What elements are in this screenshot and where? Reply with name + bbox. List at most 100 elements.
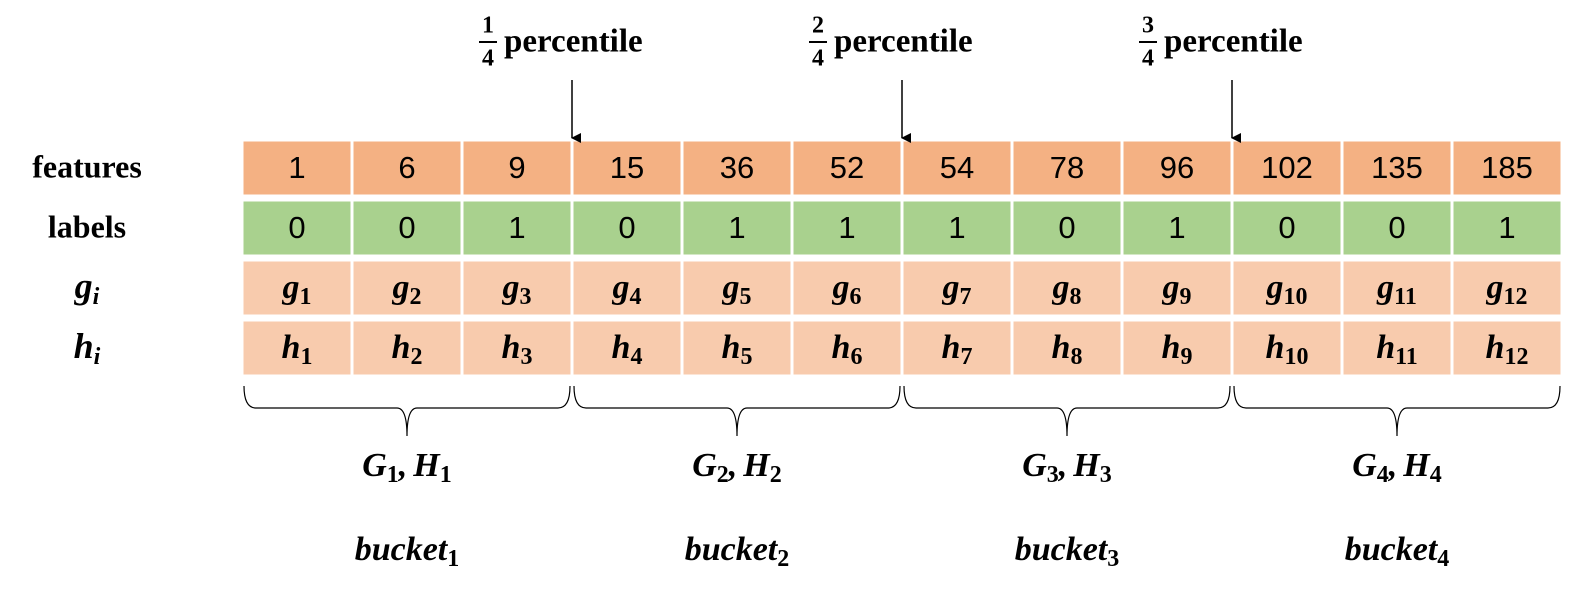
symbol: g [502, 269, 520, 306]
cell [240, 258, 354, 318]
cell [900, 138, 1014, 198]
subscript: 5 [740, 284, 752, 310]
cell-symbol: h9 [1162, 329, 1193, 370]
cell [680, 198, 794, 258]
symbol: h [74, 326, 94, 366]
subscript: 3 [520, 344, 532, 370]
subscript: 7 [960, 344, 972, 370]
cell [240, 138, 354, 198]
cell [1340, 198, 1454, 258]
subscript: 1 [447, 546, 459, 572]
cell [1010, 198, 1124, 258]
cell-value: 0 [618, 210, 635, 245]
subscript: 6 [850, 284, 862, 310]
cell-value: 102 [1261, 150, 1313, 185]
symbol: h [1162, 329, 1181, 366]
cell-symbol: h6 [832, 329, 863, 370]
cell [570, 258, 684, 318]
cell [350, 318, 464, 378]
subscript: 4 [1430, 462, 1442, 488]
cell-value: 185 [1481, 150, 1533, 185]
subscript: 2 [717, 462, 729, 488]
cell-symbol: g1 [282, 269, 312, 310]
cell [350, 198, 464, 258]
bucket: bucket [355, 531, 449, 568]
separator: , [1388, 447, 1398, 484]
gradient: G [1022, 447, 1047, 484]
subscript: 10 [1284, 344, 1308, 370]
cell-symbol: h12 [1486, 329, 1529, 370]
cell-value: 36 [720, 150, 754, 185]
cell [1230, 198, 1344, 258]
cell [680, 258, 794, 318]
group-sum: G4, H4 [1352, 447, 1442, 488]
cell-value: 1 [288, 150, 305, 185]
brace [573, 385, 901, 437]
cell-value: 52 [830, 150, 864, 185]
cell [900, 258, 1014, 318]
fraction-numerator: 2 [812, 13, 824, 39]
separator: , [1058, 447, 1068, 484]
cell-symbol: g4 [612, 269, 642, 310]
subscript: 3 [1100, 462, 1112, 488]
subscript: i [93, 284, 100, 310]
cell [1450, 198, 1564, 258]
cell-value: 135 [1371, 150, 1423, 185]
cell [790, 318, 904, 378]
cell-value: 96 [1160, 150, 1194, 185]
cell-value: 0 [1388, 210, 1405, 245]
subscript: 9 [1180, 284, 1192, 310]
subscript: 4 [1437, 546, 1449, 572]
cell-value: 1 [838, 210, 855, 245]
bucket-label: bucket3 [1015, 531, 1120, 572]
subscript: 1 [300, 284, 312, 310]
cell [240, 198, 354, 258]
cell-value: 1 [1498, 210, 1515, 245]
cell-value: 15 [610, 150, 644, 185]
subscript: 6 [850, 344, 862, 370]
subscript: 8 [1070, 344, 1082, 370]
cell [680, 318, 794, 378]
symbol: g [1376, 269, 1394, 306]
symbol: h [1266, 329, 1285, 366]
symbol: h [722, 329, 741, 366]
cell-value: 1 [948, 210, 965, 245]
fraction-denominator: 4 [812, 46, 824, 72]
cell-value: 0 [1058, 210, 1075, 245]
cell-symbol: h11 [1376, 329, 1418, 370]
cell [1340, 318, 1454, 378]
cell [1450, 258, 1564, 318]
cell-symbol: h8 [1052, 329, 1083, 370]
gradient: G [1352, 447, 1377, 484]
percentile-label: percentile [1164, 24, 1303, 60]
separator: , [398, 447, 408, 484]
symbol: g [282, 269, 300, 306]
cell-symbol: g8 [1052, 269, 1082, 310]
cell [790, 138, 904, 198]
cell [460, 258, 574, 318]
cell [460, 318, 574, 378]
cell-symbol: g7 [942, 269, 972, 310]
symbol: g [722, 269, 740, 306]
bucket-label: bucket1 [355, 531, 460, 572]
symbol: h [1052, 329, 1071, 366]
cell [350, 258, 464, 318]
hessian: H [412, 447, 441, 484]
cell-value: 0 [1278, 210, 1295, 245]
cell-symbol: h7 [942, 329, 973, 370]
cell-value: 78 [1050, 150, 1084, 185]
symbol: g [1266, 269, 1284, 306]
cell-symbol: h3 [502, 329, 533, 370]
cell-symbol: g11 [1376, 269, 1417, 310]
cell-value: 54 [940, 150, 974, 185]
symbol: g [942, 269, 960, 306]
cell-symbol: g3 [502, 269, 532, 310]
cell [1450, 318, 1564, 378]
group-sum: G3, H3 [1022, 447, 1112, 488]
fraction-denominator: 4 [482, 46, 494, 72]
row-label: hi [74, 326, 101, 369]
subscript: 8 [1070, 284, 1082, 310]
symbol: g [1162, 269, 1180, 306]
percentile-label: percentile [504, 24, 643, 60]
cell-symbol: g12 [1486, 269, 1528, 310]
